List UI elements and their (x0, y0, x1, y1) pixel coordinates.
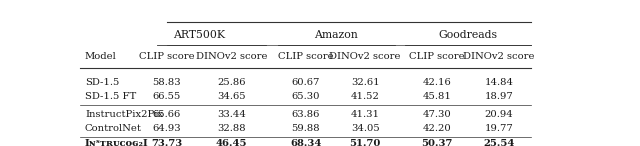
Text: SD-1.5: SD-1.5 (85, 78, 119, 87)
Text: 18.97: 18.97 (484, 92, 513, 101)
Text: 25.86: 25.86 (217, 78, 246, 87)
Text: Goodreads: Goodreads (439, 30, 498, 40)
Text: 68.34: 68.34 (290, 139, 321, 146)
Text: 46.45: 46.45 (216, 139, 247, 146)
Text: DINOv2 score: DINOv2 score (463, 52, 535, 61)
Text: 59.88: 59.88 (291, 124, 320, 133)
Text: 41.31: 41.31 (351, 110, 380, 119)
Text: Model: Model (85, 52, 116, 61)
Text: 34.05: 34.05 (351, 124, 380, 133)
Text: DINOv2 score: DINOv2 score (196, 52, 267, 61)
Text: 20.94: 20.94 (484, 110, 513, 119)
Text: InstructPix2Pix: InstructPix2Pix (85, 110, 163, 119)
Text: 64.93: 64.93 (152, 124, 181, 133)
Text: 45.81: 45.81 (422, 92, 452, 101)
Text: ART500K: ART500K (173, 30, 225, 40)
Text: 42.16: 42.16 (423, 78, 451, 87)
Text: 73.73: 73.73 (151, 139, 182, 146)
Text: CLIP score: CLIP score (278, 52, 333, 61)
Text: 58.83: 58.83 (152, 78, 181, 87)
Text: 33.44: 33.44 (217, 110, 246, 119)
Text: 14.84: 14.84 (484, 78, 514, 87)
Text: 32.88: 32.88 (217, 124, 246, 133)
Text: SD-1.5 FT: SD-1.5 FT (85, 92, 136, 101)
Text: Amazon: Amazon (314, 30, 357, 40)
Text: 42.20: 42.20 (423, 124, 451, 133)
Text: 47.30: 47.30 (423, 110, 451, 119)
Text: 41.52: 41.52 (351, 92, 380, 101)
Text: ControlNet: ControlNet (85, 124, 142, 133)
Text: CLIP score: CLIP score (410, 52, 465, 61)
Text: 34.65: 34.65 (217, 92, 246, 101)
Text: 19.77: 19.77 (484, 124, 513, 133)
Text: 50.37: 50.37 (421, 139, 453, 146)
Text: 65.66: 65.66 (153, 110, 181, 119)
Text: 25.54: 25.54 (483, 139, 515, 146)
Text: Iɴˢᴛʀᴜᴄᴏɢ₂I: Iɴˢᴛʀᴜᴄᴏɢ₂I (85, 139, 148, 146)
Text: CLIP score: CLIP score (139, 52, 195, 61)
Text: 32.61: 32.61 (351, 78, 380, 87)
Text: DINOv2 score: DINOv2 score (330, 52, 401, 61)
Text: 51.70: 51.70 (349, 139, 381, 146)
Text: 65.30: 65.30 (291, 92, 320, 101)
Text: 60.67: 60.67 (291, 78, 320, 87)
Text: 63.86: 63.86 (291, 110, 320, 119)
Text: 66.55: 66.55 (152, 92, 181, 101)
